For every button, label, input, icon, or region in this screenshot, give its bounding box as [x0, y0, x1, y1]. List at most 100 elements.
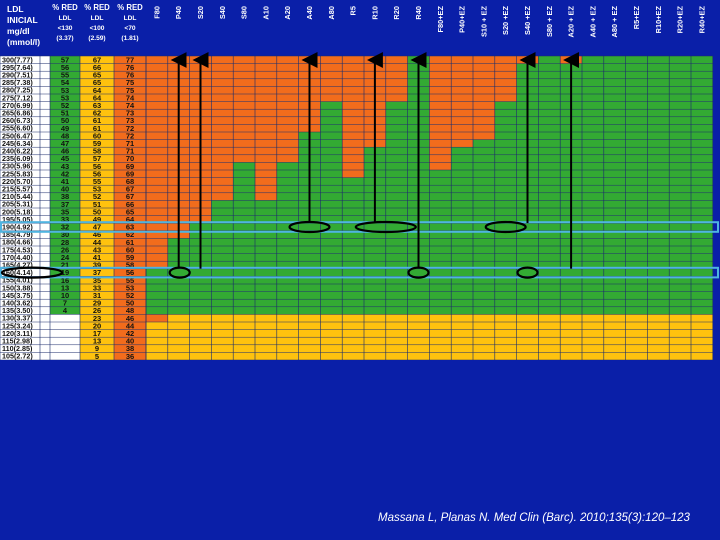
drug-cell — [691, 268, 713, 277]
target-cell-value: 58 — [126, 261, 134, 270]
drug-cell — [647, 261, 670, 269]
drug-column-label: S40 +EZ — [523, 6, 532, 35]
drug-cell — [494, 192, 517, 201]
drug-cell — [516, 291, 539, 300]
drug-cell — [276, 63, 299, 72]
drug-cell — [603, 56, 626, 64]
drug-cell — [342, 230, 364, 239]
target-cell — [114, 94, 146, 102]
drug-cell — [429, 261, 452, 269]
drug-cell — [691, 223, 713, 231]
drug-cell — [691, 344, 713, 353]
row-label-cell — [0, 170, 40, 178]
drug-cell — [494, 170, 517, 178]
drug-cell — [298, 268, 321, 277]
drug-cell — [669, 101, 691, 110]
drug-cell — [451, 322, 473, 330]
drug-cell — [494, 337, 517, 345]
drug-cell — [233, 185, 255, 193]
target-cell — [50, 71, 80, 79]
drug-cell — [582, 276, 604, 284]
drug-cell — [320, 238, 343, 246]
drug-cell — [473, 299, 495, 307]
drug-cell — [342, 268, 364, 277]
drug-cell — [451, 246, 473, 254]
drug-cell — [538, 154, 561, 163]
drug-cell — [473, 208, 495, 216]
target-col-header-line: LDL — [59, 15, 72, 22]
drug-cell — [603, 147, 626, 155]
drug-cell — [473, 352, 495, 360]
row-label-cell — [0, 71, 40, 79]
drug-cell — [407, 284, 430, 292]
drug-cell — [647, 162, 670, 170]
row-label-cell — [0, 314, 40, 322]
target-cell-value: 49 — [93, 215, 101, 224]
drug-cell — [625, 337, 648, 345]
drug-cell — [255, 322, 277, 330]
drug-cell — [538, 253, 561, 262]
drug-cell — [255, 56, 277, 64]
drug-cell — [364, 344, 386, 353]
target-cell — [80, 177, 114, 186]
drug-cell — [320, 200, 343, 208]
target-cell-value: 60 — [93, 131, 101, 140]
target-cell — [114, 86, 146, 94]
drug-cell — [603, 139, 626, 148]
target-cell-value: 71 — [126, 139, 134, 148]
target-cell-value: 44 — [93, 238, 102, 247]
drug-cell — [255, 94, 277, 102]
drug-cell — [233, 230, 255, 239]
drug-cell — [603, 94, 626, 102]
drug-cell — [691, 230, 713, 239]
drug-cell — [385, 154, 408, 163]
drug-cell — [538, 223, 561, 231]
drug-cell — [669, 71, 691, 79]
drug-cell — [255, 344, 277, 353]
target-cell — [80, 223, 114, 231]
drug-cell — [582, 139, 604, 148]
target-cell — [50, 94, 80, 102]
target-cell — [50, 223, 80, 231]
drug-cell — [364, 261, 386, 269]
drug-cell — [255, 132, 277, 140]
drug-cell — [233, 329, 255, 338]
drug-cell — [211, 291, 234, 300]
drug-cell — [276, 200, 299, 208]
drug-cell — [342, 314, 364, 322]
row-label-cell — [0, 352, 40, 360]
drug-cell — [494, 352, 517, 360]
target-col-header-line: (2.59) — [88, 35, 105, 42]
target-col-header-line: (3.37) — [56, 35, 73, 42]
drug-cell — [429, 116, 452, 125]
drug-cell — [233, 246, 255, 254]
drug-cell — [603, 352, 626, 360]
row-label-cell — [0, 86, 40, 94]
row-label: 295(7.64) — [2, 63, 33, 72]
drug-cell — [625, 322, 648, 330]
drug-cell — [691, 109, 713, 117]
drug-cell — [560, 352, 582, 360]
drug-cell — [146, 246, 168, 254]
drug-cell — [255, 253, 277, 262]
row-label-cell — [0, 276, 40, 284]
row-label: 240(6.22) — [2, 147, 33, 156]
drug-cell — [320, 94, 343, 102]
drug-cell — [364, 238, 386, 246]
drug-column-label: S20 — [196, 6, 205, 19]
target-cell-value: 58 — [93, 147, 101, 156]
drug-cell — [538, 139, 561, 148]
drug-cell — [189, 299, 212, 307]
drug-cell — [146, 86, 168, 94]
drug-cell — [385, 352, 408, 360]
drug-cell — [167, 344, 190, 353]
drug-cell — [276, 291, 299, 300]
target-cell — [114, 162, 146, 170]
drug-cell — [255, 246, 277, 254]
drug-cell — [451, 86, 473, 94]
drug-cell — [647, 337, 670, 345]
row-label-cell — [0, 124, 40, 132]
drug-cell — [494, 154, 517, 163]
drug-cell — [473, 215, 495, 224]
drug-cell — [538, 56, 561, 64]
